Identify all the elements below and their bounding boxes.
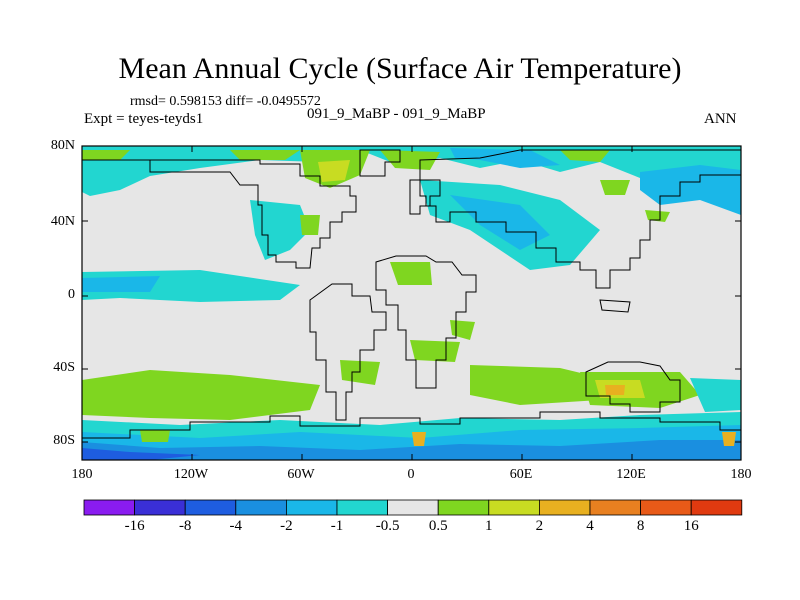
colorbar-box-8 [488, 499, 540, 516]
australia-warm-peak [605, 385, 625, 395]
colorbar-label-7: 1 [485, 518, 493, 534]
coast-africa [375, 255, 477, 389]
lon-label-60w: 60W [287, 467, 315, 482]
coast-indonesia [599, 299, 631, 313]
colorbar-label-2: -4 [229, 518, 243, 534]
colorbar-box-4 [285, 499, 338, 516]
asia-east-warm [645, 210, 670, 222]
south-atlantic-warm [470, 365, 610, 405]
antarctic-warm-3 [722, 432, 736, 446]
colorbar-label-10: 8 [636, 518, 645, 534]
coast-south-america [309, 283, 387, 421]
colorbar-box-9 [539, 499, 591, 516]
lat-label-80s: 80S [53, 433, 75, 448]
colorbar-box-10 [589, 499, 641, 516]
lat-label-40n: 40N [50, 214, 75, 229]
lon-label-0: 0 [407, 467, 415, 482]
antarctic-band-strong [82, 440, 741, 460]
colorbar-box-5 [336, 499, 388, 516]
south-pacific-warm [82, 370, 320, 420]
colorbar-box-6 [387, 499, 439, 516]
coast-eurasia [419, 149, 742, 289]
colorbar-label-11: 16 [683, 518, 699, 534]
north-america-warm [300, 215, 320, 235]
southern-africa-warm [410, 340, 460, 362]
colorbar-label-0: -16 [124, 518, 145, 534]
colorbar-label-6: 0.5 [428, 518, 448, 534]
stats-line: rmsd= 0.598153 diff= -0.0495572 [130, 94, 321, 109]
lon-label-180w: 180 [71, 467, 93, 482]
colorbar-label-8: 2 [535, 518, 544, 534]
colorbar-label-5: -0.5 [375, 518, 400, 534]
lon-label-60e: 60E [509, 467, 533, 482]
colorbar-box-3 [235, 499, 287, 516]
colorbar [83, 499, 743, 516]
colorbar-box-0 [83, 499, 135, 516]
north-america-cool [250, 200, 310, 260]
coast-north-america [82, 159, 357, 269]
colorbar-box-2 [184, 499, 237, 516]
antarctic-band-deep [82, 448, 200, 460]
arctic-warm-patch-2 [380, 150, 440, 170]
africa-warm [390, 262, 432, 285]
season-label: ANN [704, 111, 737, 127]
coast-europe [409, 179, 441, 215]
lat-label-40s: 40S [53, 360, 75, 375]
eurasia-warm [600, 180, 630, 195]
center-label: 091_9_MaBP - 091_9_MaBP [307, 106, 486, 122]
arctic-band-strong [450, 148, 560, 168]
coast-greenland [359, 149, 401, 177]
arctic-warm-core [318, 160, 350, 182]
colorbar-box-12 [690, 499, 743, 516]
axis-ticks [81, 145, 742, 460]
antarctic-warm-2 [412, 432, 426, 446]
tropical-pacific-cool-core [82, 276, 160, 292]
experiment-label: Expt = teyes-teyds1 [84, 111, 204, 127]
lat-label-eq: 0 [68, 287, 75, 302]
colorbar-label-9: 4 [586, 518, 594, 534]
arctic-warm-patch-5 [82, 150, 130, 160]
map-field [82, 146, 741, 460]
colorbar-box-11 [640, 499, 692, 516]
lon-label-120w: 120W [173, 467, 209, 482]
colorbar-box-1 [134, 499, 186, 516]
coast-antarctica [82, 411, 741, 439]
antarctic-warm-1 [140, 430, 170, 442]
colorbar-label-1: -8 [178, 518, 192, 534]
coast-australia [585, 361, 681, 413]
arctic-warm-patch-4 [560, 150, 610, 162]
colorbar-label-3: -2 [280, 518, 293, 534]
lon-label-180e: 180 [730, 467, 752, 482]
arctic-east-cool [640, 165, 741, 215]
colorbar-box-7 [437, 499, 490, 516]
australia-east-cool [690, 378, 741, 412]
coastlines [82, 149, 742, 439]
colorbar-label-4: -1 [330, 518, 344, 534]
chart-title: Mean Annual Cycle (Surface Air Temperatu… [118, 52, 682, 85]
lon-label-120e: 120E [616, 467, 646, 482]
arctic-warm-patch-3 [230, 150, 300, 160]
lat-label-80n: 80N [50, 138, 75, 153]
